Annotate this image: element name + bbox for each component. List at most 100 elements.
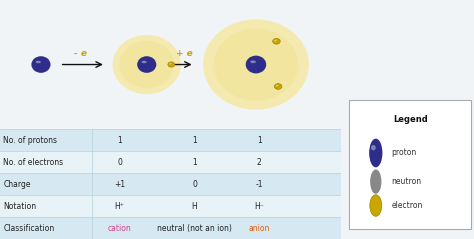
Bar [0,151,341,173]
Circle shape [251,61,261,68]
FancyBboxPatch shape [349,100,471,229]
Circle shape [169,63,171,65]
Circle shape [250,60,262,69]
Circle shape [138,58,155,71]
Ellipse shape [141,61,146,63]
Text: H⁺: H⁺ [115,201,124,211]
Circle shape [252,61,260,68]
Circle shape [144,62,150,67]
Text: Legend: Legend [393,115,428,124]
Circle shape [254,63,258,66]
Circle shape [40,64,41,65]
Ellipse shape [119,41,174,88]
Circle shape [140,60,154,70]
Text: Classification: Classification [3,223,55,233]
Circle shape [255,64,257,65]
Text: neutral (not an ion): neutral (not an ion) [157,223,232,233]
Text: + e: + e [176,49,192,58]
Text: Notation: Notation [3,201,36,211]
Circle shape [35,60,46,69]
Text: 1: 1 [192,136,197,145]
Circle shape [145,63,149,66]
Circle shape [253,62,259,67]
Text: 1: 1 [257,136,262,145]
Circle shape [273,38,280,44]
Text: - e: - e [73,49,87,58]
Ellipse shape [31,56,51,73]
Bar [0,217,341,239]
Text: 0: 0 [192,179,197,189]
Ellipse shape [370,169,382,194]
Circle shape [255,63,257,66]
Circle shape [39,63,43,66]
Circle shape [37,62,45,67]
Circle shape [144,62,150,67]
Circle shape [146,64,147,65]
Circle shape [247,58,265,71]
Text: neutron: neutron [392,177,422,186]
Ellipse shape [371,145,376,150]
Circle shape [143,62,151,67]
Ellipse shape [369,139,383,167]
Circle shape [140,60,153,69]
Circle shape [139,59,155,70]
Circle shape [38,63,43,66]
Circle shape [274,84,282,89]
Bar [0,195,341,217]
Circle shape [252,62,260,67]
Text: No. of protons: No. of protons [3,136,57,145]
Text: -1: -1 [255,179,263,189]
Circle shape [34,60,48,70]
Circle shape [146,63,148,66]
Circle shape [168,62,175,67]
Circle shape [246,57,266,72]
Circle shape [143,61,151,68]
Ellipse shape [246,56,266,73]
Circle shape [254,63,258,66]
Circle shape [145,63,149,66]
Text: Charge: Charge [3,179,31,189]
Circle shape [31,57,51,72]
Text: H⁻: H⁻ [255,201,264,211]
Circle shape [142,61,152,68]
Circle shape [37,62,44,67]
Circle shape [142,60,152,69]
Text: +1: +1 [114,179,125,189]
Ellipse shape [137,56,156,73]
Text: No. of electrons: No. of electrons [3,158,64,167]
Ellipse shape [203,19,309,110]
Circle shape [246,57,266,72]
Circle shape [32,58,50,71]
Circle shape [137,58,156,71]
Circle shape [38,62,44,67]
Text: anion: anion [249,223,270,233]
Circle shape [249,59,263,70]
Circle shape [251,61,261,68]
Circle shape [276,85,278,87]
Text: H: H [191,201,197,211]
Ellipse shape [113,35,181,94]
Circle shape [248,58,264,71]
Circle shape [138,58,155,71]
Ellipse shape [250,60,256,63]
Circle shape [248,59,264,70]
Circle shape [141,60,153,69]
Text: 1: 1 [117,136,122,145]
Text: electron: electron [392,201,423,210]
Circle shape [249,60,263,70]
Circle shape [33,59,49,70]
Circle shape [370,195,382,216]
Text: 0: 0 [117,158,122,167]
Circle shape [250,60,262,69]
Circle shape [39,63,42,66]
Text: cation: cation [108,223,131,233]
Circle shape [36,60,46,69]
Ellipse shape [36,61,41,63]
Circle shape [32,58,50,71]
Bar [0,173,341,195]
Circle shape [34,59,48,70]
Circle shape [33,58,49,71]
Ellipse shape [214,28,298,101]
Circle shape [40,64,42,65]
Bar [0,129,341,151]
